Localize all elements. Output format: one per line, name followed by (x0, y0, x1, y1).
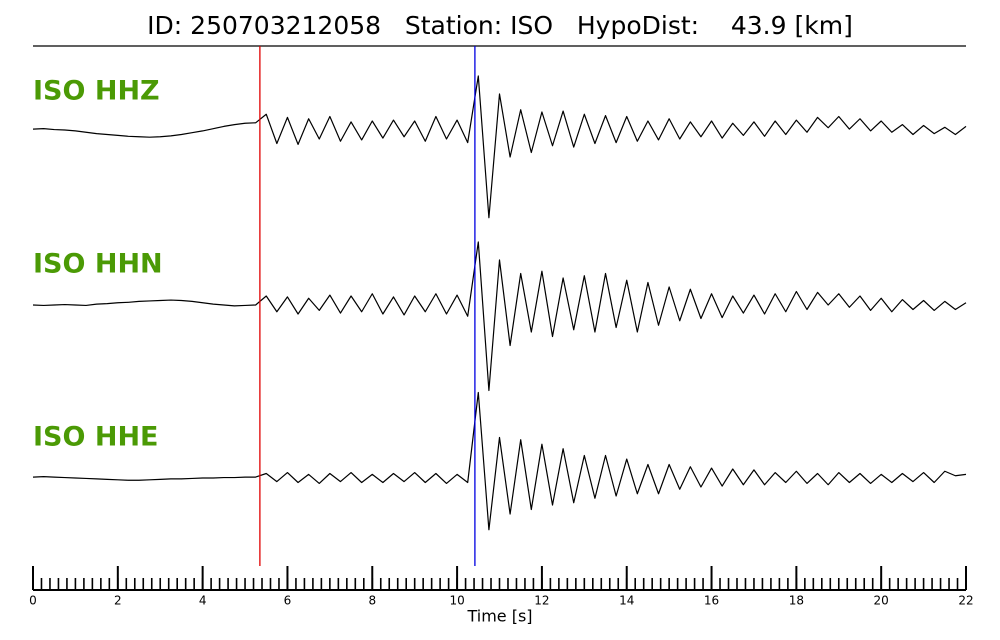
x-axis-label: Time [s] (466, 607, 532, 626)
x-tick-label: 2 (114, 594, 122, 608)
x-tick-label: 20 (874, 594, 889, 608)
x-tick-label: 12 (534, 594, 549, 608)
waveform (32, 391, 967, 531)
x-tick-label: 0 (29, 594, 37, 608)
x-tick-label: 22 (958, 594, 973, 608)
x-tick-label: 4 (199, 594, 207, 608)
x-tick-label: 6 (284, 594, 292, 608)
x-tick-label: 8 (368, 594, 376, 608)
x-tick-label: 18 (789, 594, 804, 608)
x-tick-label: 16 (704, 594, 719, 608)
x-tick-label: 14 (619, 594, 634, 608)
x-tick-label: 10 (449, 594, 464, 608)
chart-title: ID: 250703212058 Station: ISO HypoDist: … (147, 11, 853, 40)
trace-label: ISO HHE (33, 422, 158, 453)
trace-label: ISO HHZ (33, 76, 160, 107)
waveform (32, 75, 967, 219)
trace-label: ISO HHN (33, 249, 163, 280)
waveform (32, 241, 967, 392)
